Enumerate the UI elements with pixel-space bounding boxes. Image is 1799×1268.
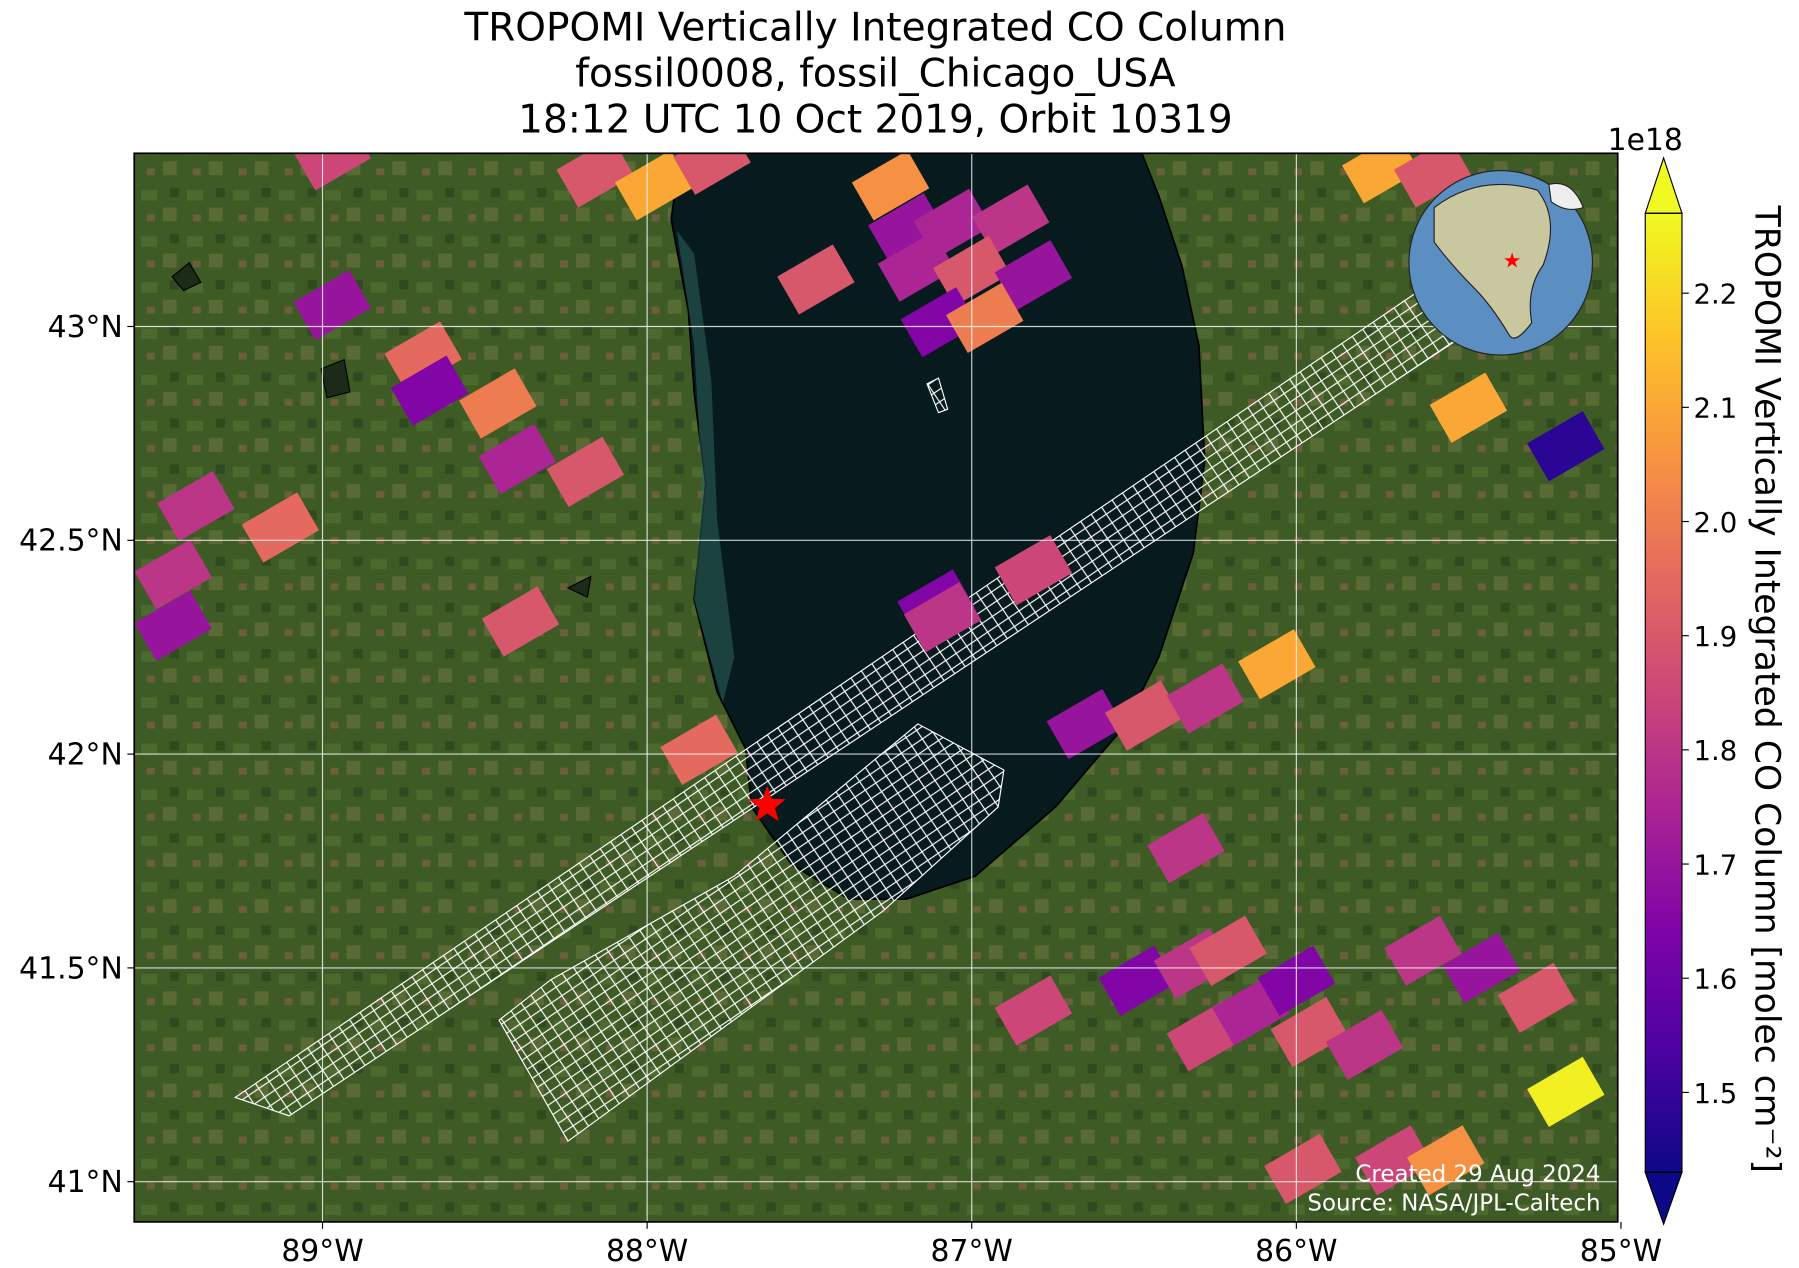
co-pixel <box>1527 411 1605 482</box>
co-pixel <box>1527 1056 1605 1128</box>
colorbar-extend-top <box>1644 156 1683 214</box>
colorbar: 1.5 1.6 1.7 1.8 1.9 2.0 2.1 2.2 <box>1644 156 1737 1226</box>
co-pixel <box>1429 372 1508 443</box>
co-pixel <box>546 436 625 507</box>
co-pixel <box>293 153 371 191</box>
co-pixel <box>1393 153 1472 208</box>
continent <box>1548 182 1585 210</box>
co-pixel <box>134 539 212 610</box>
x-tick-label: 88°W <box>606 1234 688 1268</box>
co-pixel <box>293 270 371 341</box>
colorbar-tick-label: 1.6 <box>1693 963 1737 996</box>
co-pixel <box>556 153 634 208</box>
x-tick-label: 85°W <box>1580 1234 1662 1268</box>
globe-inset: ★ <box>1408 170 1594 356</box>
co-pixel <box>971 184 1050 255</box>
co-pixel <box>994 240 1073 311</box>
co-pixel <box>384 321 462 392</box>
colorbar-tick-label: 2.2 <box>1693 277 1737 310</box>
colorbar-tick-label: 1.8 <box>1693 734 1737 767</box>
x-tick-label: 87°W <box>931 1234 1013 1268</box>
co-pixel <box>946 282 1024 354</box>
co-pixel <box>241 492 320 563</box>
co-pixel <box>134 590 212 661</box>
co-pixel <box>1270 996 1349 1068</box>
target-star <box>748 785 786 822</box>
co-pixel <box>868 193 946 264</box>
swath <box>926 377 949 414</box>
colorbar-tick-label: 1.7 <box>1693 848 1737 881</box>
co-pixel <box>1325 1009 1404 1080</box>
pixels <box>134 153 1605 1204</box>
co-pixel <box>1046 689 1125 760</box>
co-pixel <box>614 153 693 221</box>
colorbar-label: TROPOMI Vertically Integrated CO Column … <box>1746 205 1786 1173</box>
sediment <box>676 230 735 704</box>
co-pixel <box>1264 1133 1342 1204</box>
map <box>134 153 1618 1222</box>
title-line: 18:12 UTC 10 Oct 2019, Orbit 10319 <box>518 97 1233 142</box>
swath <box>498 723 1005 1143</box>
co-pixel <box>1355 1125 1433 1196</box>
y-tick-label: 42.5°N <box>19 524 123 559</box>
title: TROPOMI Vertically Integrated CO Column … <box>463 5 1286 142</box>
y-tick-label: 43°N <box>48 310 123 345</box>
co-pixel <box>1406 1125 1485 1196</box>
co-pixel <box>851 153 930 221</box>
co-pixel <box>481 586 560 657</box>
y-tick-label: 41°N <box>48 1165 123 1200</box>
colorbar-offset: 1e18 <box>1608 123 1683 158</box>
title-line: fossil0008, fossil_Chicago_USA <box>575 51 1176 96</box>
co-pixel <box>157 470 235 542</box>
globe-star: ★ <box>1503 248 1522 272</box>
map-frame <box>133 152 1619 1223</box>
grid <box>134 153 1618 1222</box>
co-pixel <box>994 535 1073 606</box>
co-pixel <box>777 244 855 315</box>
co-pixel <box>660 714 738 785</box>
continent <box>1433 183 1552 339</box>
co-pixel <box>1147 813 1225 884</box>
colorbar-tick-label: 1.5 <box>1693 1077 1737 1110</box>
colorbar-frame <box>1644 212 1683 1173</box>
co-pixel <box>1105 680 1183 751</box>
credit: Created 29 Aug 2024 <box>1355 1161 1600 1187</box>
co-pixel <box>1497 962 1576 1033</box>
co-pixel <box>903 582 982 653</box>
co-pixel <box>390 355 469 426</box>
co-pixel <box>1166 663 1245 734</box>
credit: Source: NASA/JPL-Caltech <box>1307 1190 1600 1216</box>
colorbar-gradient <box>1645 213 1682 1173</box>
inland-lakes <box>171 261 592 598</box>
co-pixel <box>478 423 557 495</box>
co-pixel <box>673 153 751 195</box>
x-tick-label: 89°W <box>281 1234 363 1268</box>
co-pixel <box>994 975 1073 1046</box>
colorbar-tick-label: 1.9 <box>1693 620 1737 653</box>
colorbar-tick-label: 2.1 <box>1693 392 1737 425</box>
co-pixel <box>900 287 979 358</box>
x-tick-label: 86°W <box>1255 1234 1337 1268</box>
co-pixel <box>459 368 537 439</box>
y-tick-label: 42°N <box>48 737 123 772</box>
y-tick-label: 41.5°N <box>19 951 123 986</box>
colorbar-extend-bottom <box>1644 1171 1683 1226</box>
co-pixel <box>1342 153 1420 204</box>
colorbar-tick-label: 2.0 <box>1693 506 1737 539</box>
title-line: TROPOMI Vertically Integrated CO Column <box>463 5 1286 50</box>
axes: 89°W 88°W 87°W 86°W 85°W 41°N 41.5°N 42°N 42.5°N… <box>19 310 1662 1268</box>
co-pixel <box>877 231 956 302</box>
